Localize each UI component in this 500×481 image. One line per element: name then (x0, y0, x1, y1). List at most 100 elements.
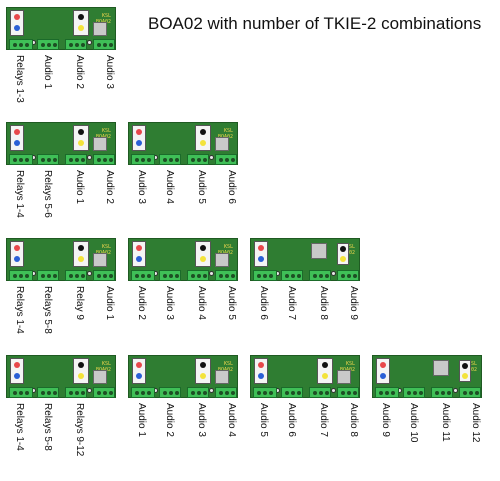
terminal-screw-icon (441, 391, 445, 395)
terminal-screw-icon (197, 158, 201, 162)
terminal-block-icon (375, 387, 399, 398)
terminal-screw-icon (263, 391, 267, 395)
terminal-screw-icon (291, 274, 295, 278)
terminal-screw-icon (47, 274, 51, 278)
board-label-line1: KSL (345, 361, 355, 367)
yellow-led-icon (78, 256, 84, 262)
mounting-hole (331, 271, 336, 276)
connector-label: Audio 7 (318, 403, 329, 437)
terminal-block-icon (253, 387, 277, 398)
red-led-icon (14, 362, 20, 368)
yellow-led-icon (200, 373, 206, 379)
red-led-icon (14, 14, 20, 20)
rj-jack-icon (93, 137, 107, 151)
audio-module (195, 241, 211, 267)
terminal-block-icon (159, 270, 181, 281)
terminal-screw-icon (319, 274, 323, 278)
connector-label: Audio 9 (380, 403, 391, 437)
terminal-screw-icon (135, 274, 139, 278)
black-led-icon (200, 129, 206, 135)
terminal-block-icon (253, 270, 277, 281)
terminal-screw-icon (97, 43, 101, 47)
terminal-screw-icon (147, 391, 151, 395)
terminal-screw-icon (141, 158, 145, 162)
relay-module (254, 358, 268, 384)
rj-jack-icon (93, 22, 107, 36)
audio-module (73, 125, 89, 151)
terminal-screw-icon (19, 43, 23, 47)
terminal-screw-icon (135, 158, 139, 162)
relay-audio-board: KSLBOA02 (6, 355, 116, 398)
black-led-icon (200, 245, 206, 251)
yellow-led-icon (322, 373, 328, 379)
terminal-screw-icon (435, 391, 439, 395)
relay-audio-board: KSLBOA02 (128, 238, 238, 281)
connector-label: Audio 3 (136, 170, 147, 204)
terminal-block-icon (431, 387, 453, 398)
connector-label: Audio 5 (258, 403, 269, 437)
terminal-block-icon (9, 270, 33, 281)
terminal-screw-icon (325, 274, 329, 278)
board-label-line1: KSL (101, 244, 111, 250)
connector-label: Relays 5-8 (42, 403, 53, 451)
relay-audio-board: KSLBOA02 (6, 7, 116, 50)
red-led-icon (14, 129, 20, 135)
board-label-line1: KSL (101, 361, 111, 367)
connector-label: Audio 1 (136, 403, 147, 437)
terminal-screw-icon (41, 43, 45, 47)
connector-label: Audio 5 (226, 286, 237, 320)
terminal-screw-icon (419, 391, 423, 395)
terminal-block-icon (215, 270, 237, 281)
connector-label: Audio 8 (348, 403, 359, 437)
relay-audio-board: KSLBOA02 (128, 122, 238, 165)
terminal-screw-icon (75, 158, 79, 162)
terminal-screw-icon (53, 158, 57, 162)
connector-label: Audio 4 (164, 170, 175, 204)
terminal-screw-icon (141, 274, 145, 278)
blue-led-icon (14, 256, 20, 262)
terminal-screw-icon (81, 158, 85, 162)
terminal-screw-icon (141, 391, 145, 395)
blue-led-icon (136, 373, 142, 379)
terminal-screw-icon (97, 391, 101, 395)
board-label-line1: KSL (223, 244, 233, 250)
terminal-block-icon (37, 154, 59, 165)
terminal-screw-icon (353, 274, 357, 278)
terminal-screw-icon (69, 274, 73, 278)
terminal-screw-icon (269, 391, 273, 395)
relay-module (254, 241, 268, 267)
terminal-screw-icon (347, 391, 351, 395)
terminal-screw-icon (103, 158, 107, 162)
relay-audio-board: KSLBOA02 (250, 355, 360, 398)
board-label-line1: KSL (345, 244, 355, 250)
terminal-block-icon (93, 270, 115, 281)
terminal-block-icon (93, 39, 115, 50)
black-led-icon (200, 362, 206, 368)
blue-led-icon (258, 256, 264, 262)
relay-audio-board: KSLBOA02 (250, 238, 360, 281)
blue-led-icon (136, 256, 142, 262)
terminal-screw-icon (231, 391, 235, 395)
mounting-hole (331, 388, 336, 393)
terminal-screw-icon (463, 391, 467, 395)
terminal-screw-icon (25, 43, 29, 47)
terminal-block-icon (281, 387, 303, 398)
terminal-block-icon (131, 387, 155, 398)
mounting-hole (209, 271, 214, 276)
connector-label: Audio 10 (408, 403, 419, 443)
red-led-icon (136, 245, 142, 251)
terminal-block-icon (9, 387, 33, 398)
connector-label: Relay 9 (74, 286, 85, 320)
mounting-hole (87, 271, 92, 276)
terminal-screw-icon (19, 274, 23, 278)
terminal-screw-icon (13, 43, 17, 47)
terminal-screw-icon (319, 391, 323, 395)
black-led-icon (78, 14, 84, 20)
terminal-screw-icon (53, 274, 57, 278)
terminal-screw-icon (407, 391, 411, 395)
red-led-icon (258, 245, 264, 251)
terminal-screw-icon (269, 274, 273, 278)
connector-label: Audio 12 (470, 403, 481, 443)
terminal-screw-icon (135, 391, 139, 395)
connector-label: Relays 5-6 (42, 170, 53, 218)
